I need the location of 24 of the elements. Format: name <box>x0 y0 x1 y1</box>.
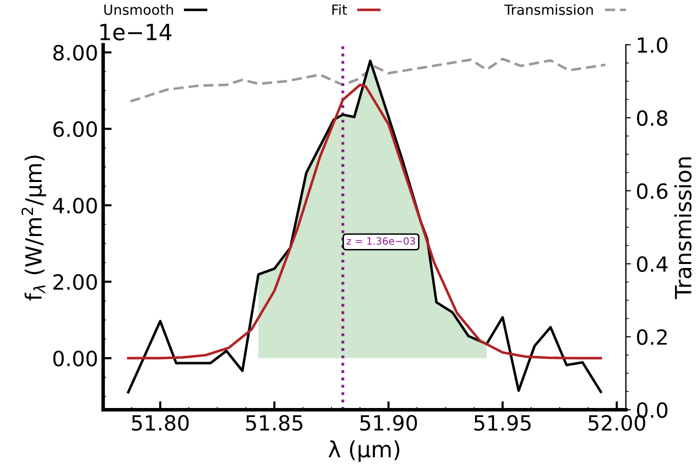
y2-tick-label: 0.6 <box>637 183 668 199</box>
legend-label: Fit <box>332 4 348 15</box>
x-tick-label: 51.85 <box>246 415 302 431</box>
x-tick-label: 51.95 <box>474 415 531 431</box>
line-series <box>127 84 602 360</box>
y-axis-title: f$_{λ}$ (W/m$^{2}$/μm) <box>21 156 46 301</box>
x-tick-label: 51.80 <box>132 415 189 431</box>
legend-label: Unsmooth <box>104 4 173 15</box>
y2-tick-label: 1.0 <box>638 37 668 53</box>
y2-tick-label: 0.2 <box>637 329 667 345</box>
y2-tick-label: 0.8 <box>637 110 668 126</box>
y-tick-label: 6.00 <box>53 121 97 138</box>
line-series <box>129 58 607 103</box>
x-tick-label: 51.90 <box>360 415 417 431</box>
legend-label: Transmission <box>504 4 593 15</box>
x-axis-title: λ (μm) <box>328 440 400 462</box>
y2-axis-title: Transmission <box>674 157 692 300</box>
y-tick-label: 8.00 <box>53 44 97 61</box>
annotation: z = 1.36e−03 <box>346 237 415 245</box>
text: 1e−14 <box>100 24 172 40</box>
y-tick-label: 4.00 <box>52 198 97 214</box>
y2-tick-label: 0.4 <box>637 256 668 272</box>
y-tick-label: 2.00 <box>53 274 97 290</box>
y-tick-label: 0.00 <box>53 350 97 366</box>
